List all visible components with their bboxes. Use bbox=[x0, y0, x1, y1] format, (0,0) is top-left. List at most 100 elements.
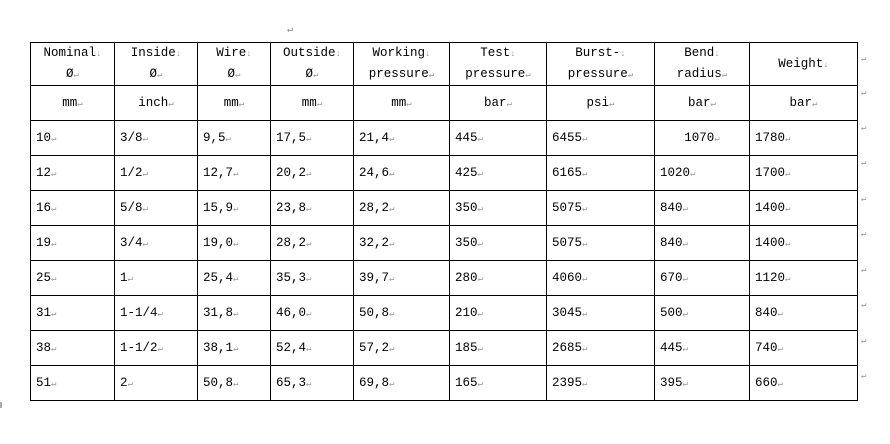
cell-outside: 20,2 bbox=[270, 155, 354, 191]
row-end-mark: ↵ bbox=[861, 300, 867, 310]
cell-working-pressure: 28,2 bbox=[353, 190, 450, 226]
cell-working-pressure: 32,2 bbox=[353, 225, 450, 261]
unit-row: mminchmmmmmmbarpsibarbar bbox=[30, 85, 858, 121]
cell-nominal: 51 bbox=[30, 365, 115, 401]
header-outside: Outside Ø bbox=[270, 42, 354, 86]
header-line2: radius bbox=[677, 67, 727, 81]
cell-test-pressure: 350 bbox=[449, 225, 547, 261]
table-row: 381-1/238,152,457,21852685445740 bbox=[30, 330, 858, 366]
table-row: 165/815,923,828,235050758401400 bbox=[30, 190, 858, 226]
cell-test-pressure: 210 bbox=[449, 295, 547, 331]
cell-weight: 740 bbox=[749, 330, 858, 366]
cell-wire: 9,5 bbox=[197, 120, 271, 156]
row-end-mark: ↵ bbox=[861, 88, 867, 98]
cell-working-pressure: 21,4 bbox=[353, 120, 450, 156]
cell-weight: 660 bbox=[749, 365, 858, 401]
header-line1: Bend bbox=[684, 46, 719, 60]
cell-bend-radius: 500 bbox=[654, 295, 750, 331]
cell-nominal: 25 bbox=[30, 260, 115, 296]
header-test-pressure: Test pressure bbox=[449, 42, 547, 86]
header-line1: Wire bbox=[216, 46, 251, 60]
cell-inside: 3/8 bbox=[114, 120, 198, 156]
header-wire: Wire Ø bbox=[197, 42, 271, 86]
cell-inside: 1-1/2 bbox=[114, 330, 198, 366]
cell-outside: 23,8 bbox=[270, 190, 354, 226]
cell-test-pressure: 445 bbox=[449, 120, 547, 156]
hose-spec-table: Nominal Ø Inside Ø Wire Ø Outside Ø Working press… bbox=[30, 42, 858, 401]
row-end-mark: ↵ bbox=[861, 158, 867, 168]
row-end-mark: ↵ bbox=[861, 123, 867, 133]
cell-working-pressure: 57,2 bbox=[353, 330, 450, 366]
cell-wire: 50,8 bbox=[197, 365, 271, 401]
table-row: 51250,865,369,81652395395660 bbox=[30, 365, 858, 401]
cell-test-pressure: 165 bbox=[449, 365, 547, 401]
cell-test-pressure: 185 bbox=[449, 330, 547, 366]
unit-burst-pressure: psi bbox=[546, 85, 655, 121]
cell-weight: 1700 bbox=[749, 155, 858, 191]
cell-inside: 1-1/4 bbox=[114, 295, 198, 331]
cell-outside: 35,3 bbox=[270, 260, 354, 296]
table-row: 193/419,028,232,235050758401400 bbox=[30, 225, 858, 261]
header-burst-pressure: Burst-pressure bbox=[546, 42, 655, 86]
header-line1: Outside bbox=[283, 46, 341, 60]
unit-weight: bar bbox=[749, 85, 858, 121]
paragraph-mark: ↵ bbox=[287, 25, 294, 36]
cell-burst-pressure: 5075 bbox=[546, 225, 655, 261]
cell-test-pressure: 280 bbox=[449, 260, 547, 296]
cell-weight: 1780 bbox=[749, 120, 858, 156]
cell-nominal: 10 bbox=[30, 120, 115, 156]
cell-wire: 25,4 bbox=[197, 260, 271, 296]
row-end-mark: ↵ bbox=[861, 336, 867, 346]
unit-working-pressure: mm bbox=[353, 85, 450, 121]
cell-nominal: 31 bbox=[30, 295, 115, 331]
cell-inside: 1/2 bbox=[114, 155, 198, 191]
header-row: Nominal Ø Inside Ø Wire Ø Outside Ø Working press… bbox=[30, 42, 858, 86]
cell-working-pressure: 24,6 bbox=[353, 155, 450, 191]
cell-burst-pressure: 3045 bbox=[546, 295, 655, 331]
table-row: 121/212,720,224,6425616510201700 bbox=[30, 155, 858, 191]
cell-bend-radius: 840 bbox=[654, 190, 750, 226]
cell-burst-pressure: 4060 bbox=[546, 260, 655, 296]
cell-burst-pressure: 2395 bbox=[546, 365, 655, 401]
header-line1: Inside bbox=[131, 46, 181, 60]
cell-weight: 840 bbox=[749, 295, 858, 331]
cell-burst-pressure: 2685 bbox=[546, 330, 655, 366]
header-bend-radius: Bend radius bbox=[654, 42, 750, 86]
margin-marker bbox=[0, 402, 2, 408]
cell-bend-radius: 1020 bbox=[654, 155, 750, 191]
header-line2: Ø bbox=[306, 67, 319, 81]
cell-working-pressure: 50,8 bbox=[353, 295, 450, 331]
table-row: 25125,435,339,728040606701120 bbox=[30, 260, 858, 296]
header-line2: pressure bbox=[465, 67, 530, 81]
cell-outside: 28,2 bbox=[270, 225, 354, 261]
cell-bend-radius: 670 bbox=[654, 260, 750, 296]
unit-wire: mm bbox=[197, 85, 271, 121]
cell-test-pressure: 350 bbox=[449, 190, 547, 226]
row-end-mark: ↵ bbox=[861, 229, 867, 239]
cell-bend-radius: 1070 bbox=[654, 120, 750, 156]
unit-test-pressure: bar bbox=[449, 85, 547, 121]
header-line2: Ø bbox=[150, 67, 163, 81]
row-end-mark: ↵ bbox=[861, 54, 867, 64]
cell-wire: 15,9 bbox=[197, 190, 271, 226]
unit-bend-radius: bar bbox=[654, 85, 750, 121]
header-line1: Weight bbox=[778, 57, 828, 71]
header-line2: pressure bbox=[369, 67, 434, 81]
cell-nominal: 19 bbox=[30, 225, 115, 261]
unit-inside: inch bbox=[114, 85, 198, 121]
unit-outside: mm bbox=[270, 85, 354, 121]
cell-outside: 52,4 bbox=[270, 330, 354, 366]
header-line2: Ø bbox=[228, 67, 241, 81]
cell-bend-radius: 395 bbox=[654, 365, 750, 401]
cell-weight: 1400 bbox=[749, 190, 858, 226]
cell-working-pressure: 69,8 bbox=[353, 365, 450, 401]
cell-wire: 31,8 bbox=[197, 295, 271, 331]
cell-wire: 38,1 bbox=[197, 330, 271, 366]
cell-inside: 3/4 bbox=[114, 225, 198, 261]
table-row: 311-1/431,846,050,82103045500840 bbox=[30, 295, 858, 331]
cell-weight: 1120 bbox=[749, 260, 858, 296]
cell-inside: 5/8 bbox=[114, 190, 198, 226]
header-line1: Working bbox=[373, 46, 431, 60]
cell-nominal: 16 bbox=[30, 190, 115, 226]
table-row: 103/89,517,521,4445645510701780 bbox=[30, 120, 858, 156]
